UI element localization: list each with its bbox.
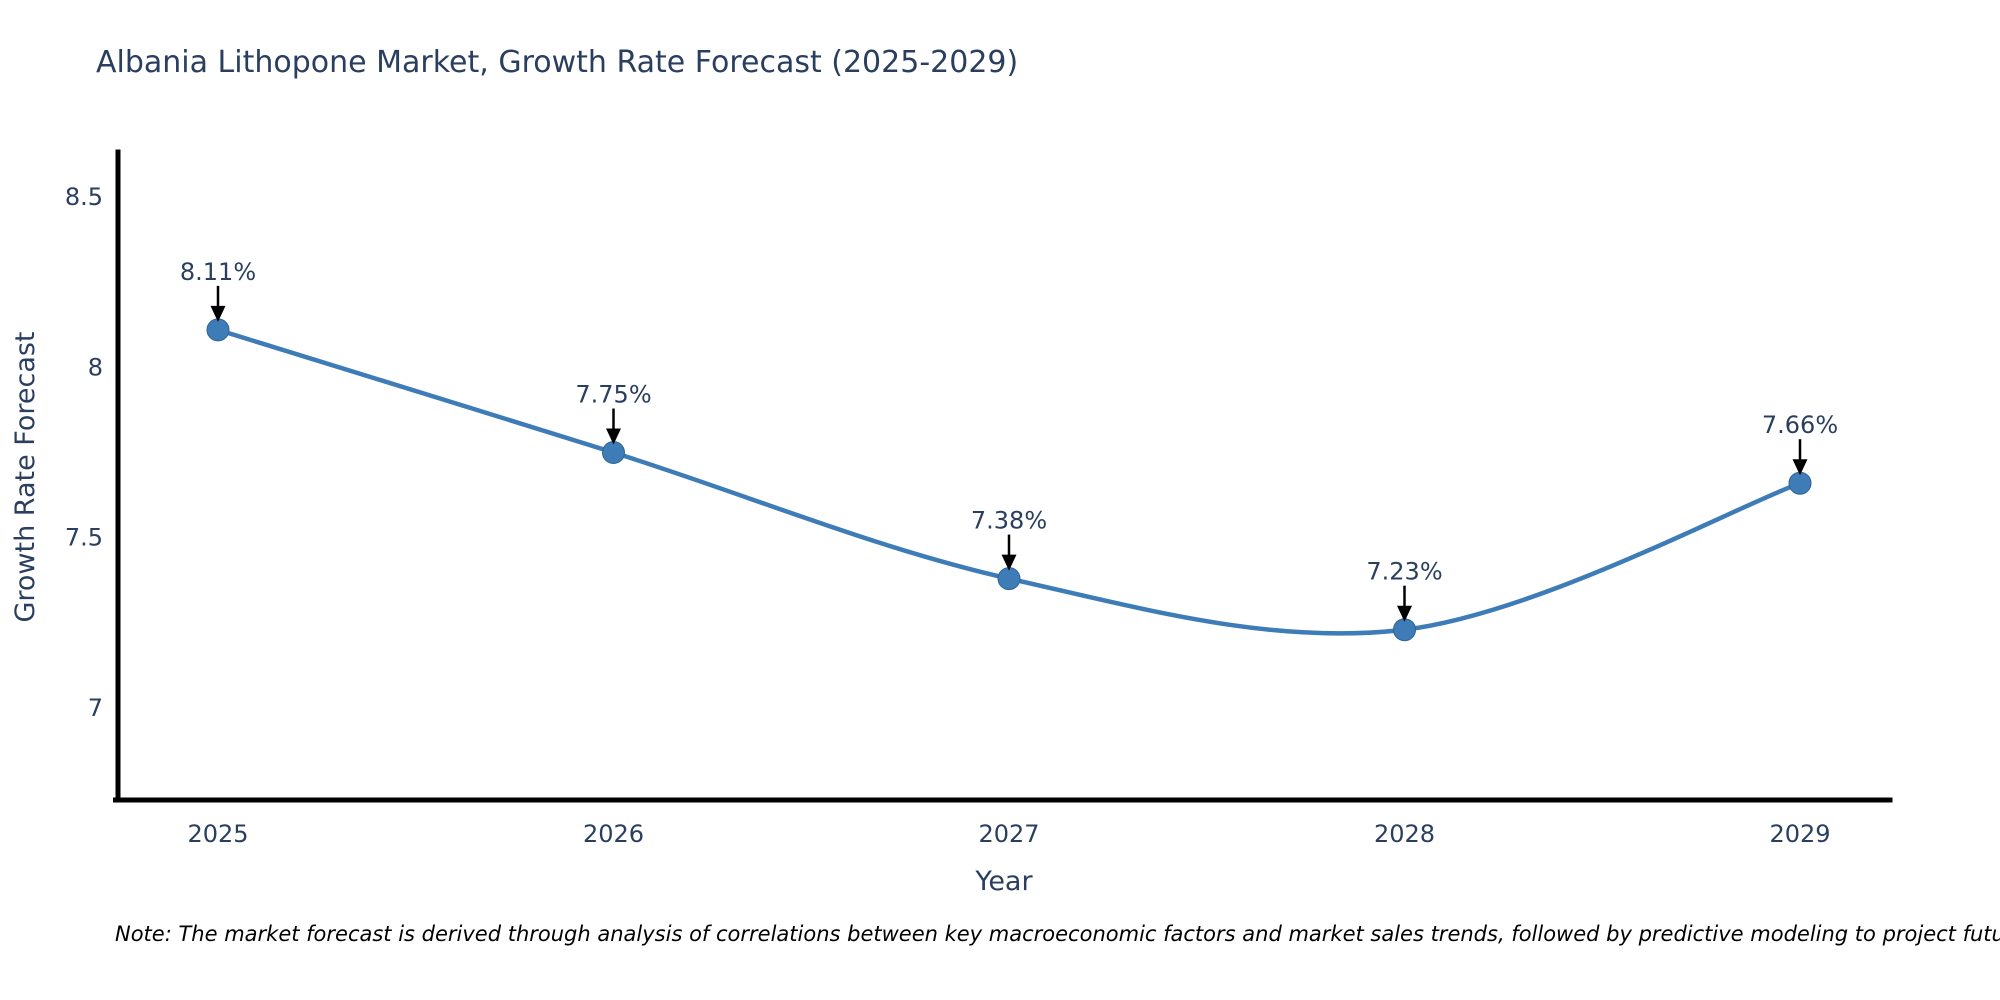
annotation-arrow-head — [210, 305, 226, 322]
point-value-label: 7.23% — [1366, 558, 1442, 586]
annotation-arrow-head — [1792, 459, 1808, 476]
data-point-marker — [1788, 471, 1812, 495]
x-axis-title: Year — [974, 866, 1033, 897]
annotation-arrow-head — [1001, 554, 1017, 571]
x-tick-label: 2029 — [1769, 820, 1830, 848]
x-tick-label: 2028 — [1374, 820, 1435, 848]
x-axis-tick-labels: 2025 2026 2027 2028 2029 — [187, 820, 1830, 848]
axis-lines — [113, 149, 1893, 803]
data-point-markers — [206, 318, 1812, 642]
data-point-marker — [602, 441, 625, 465]
point-value-label: 7.38% — [971, 507, 1047, 535]
data-point-marker — [206, 318, 230, 342]
point-annotations: 8.11% 7.75% 7.38% 7.23% 7.66% — [180, 258, 1838, 622]
chart-title: Albania Lithopone Market, Growth Rate Fo… — [96, 45, 1018, 80]
x-tick-label: 2027 — [978, 820, 1039, 848]
data-point-marker — [997, 567, 1021, 591]
y-tick-label: 8 — [88, 353, 103, 381]
y-tick-label: 7 — [88, 694, 103, 722]
point-value-label: 8.11% — [180, 258, 256, 286]
footnote: Note: The market forecast is derived thr… — [115, 922, 2000, 946]
data-point-marker — [1393, 618, 1416, 642]
point-value-label: 7.75% — [575, 381, 651, 409]
annotation-arrow-head — [1397, 605, 1412, 622]
x-tick-label: 2025 — [187, 820, 248, 848]
y-tick-label: 7.5 — [65, 524, 103, 552]
annotation-arrow-head — [606, 428, 621, 445]
y-axis-title: Growth Rate Forecast — [10, 331, 41, 622]
point-value-label: 7.66% — [1762, 411, 1838, 439]
x-tick-label: 2026 — [583, 820, 644, 848]
y-axis-tick-labels: 7 7.5 8 8.5 — [65, 183, 103, 722]
y-tick-label: 8.5 — [65, 183, 103, 211]
